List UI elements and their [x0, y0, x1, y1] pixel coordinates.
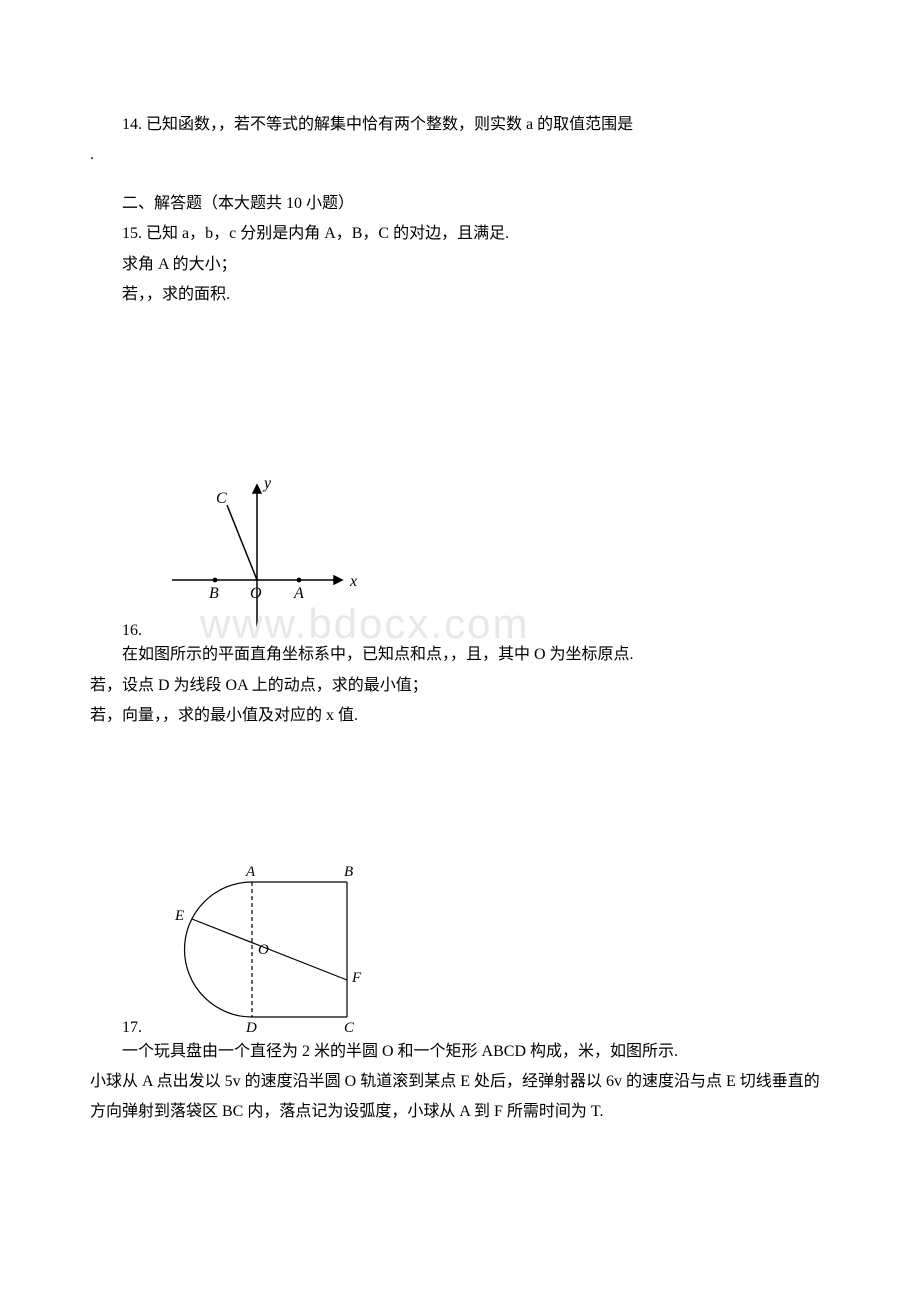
q15-line1-text: 已知 a，b，c 分别是内角 A，B，C 的对边，且满足. [146, 225, 509, 242]
q16-number: 16. [122, 622, 142, 640]
label-y: y [262, 475, 272, 492]
q14-number: 14. [122, 116, 142, 133]
label-O2: O [258, 942, 269, 958]
label-x: x [349, 573, 357, 590]
q16-text2: 若，设点 D 为线段 OA 上的动点，求的最小值； [90, 671, 830, 701]
q16-text3: 若，向量，，求的最小值及对应的 x 值. [90, 701, 830, 731]
label-F2: F [351, 970, 362, 986]
q17-number: 17. [122, 1019, 142, 1037]
label-D2: D [245, 1020, 257, 1036]
q16-figure-wrap: www.bdocx.com 16. x y [90, 470, 830, 640]
q14-text: 已知函数，，若不等式的解集中恰有两个整数，则实数 a 的取值范围是 [146, 116, 633, 133]
q15-line2: 求角 A 的大小； [90, 250, 830, 280]
q15-line3: 若，，求的面积. [90, 280, 830, 310]
q15-line1: 15. 已知 a，b，c 分别是内角 A，B，C 的对边，且满足. [90, 219, 830, 249]
label-B: B [209, 585, 219, 602]
label-C: C [216, 490, 227, 507]
q17-figure-wrap: 17. O A B [90, 862, 830, 1037]
section2-heading: 二、解答题（本大题共 10 小题） [90, 189, 830, 219]
label-E2: E [174, 908, 184, 924]
q17-text1: 一个玩具盘由一个直径为 2 米的半圆 O 和一个矩形 ABCD 构成，米，如图所… [90, 1037, 830, 1067]
label-O: O [250, 585, 262, 602]
label-B2: B [344, 864, 353, 880]
q16-text1: 在如图所示的平面直角坐标系中，已知点和点，，且，其中 O 为坐标原点. [90, 640, 830, 670]
label-C2: C [344, 1020, 355, 1036]
q14-line: 14. 已知函数，，若不等式的解集中恰有两个整数，则实数 a 的取值范围是 [90, 110, 830, 140]
q16-diagram: x y B O A C [152, 470, 372, 640]
q14-tail: . [90, 140, 830, 170]
q15-number: 15. [122, 225, 142, 242]
label-A: A [293, 585, 304, 602]
label-A2: A [245, 864, 256, 880]
q17-diagram: O A B C D E F [152, 862, 382, 1037]
q17-text2: 小球从 A 点出发以 5v 的速度沿半圆 O 轨道滚到某点 E 处后，经弹射器以… [90, 1067, 830, 1128]
